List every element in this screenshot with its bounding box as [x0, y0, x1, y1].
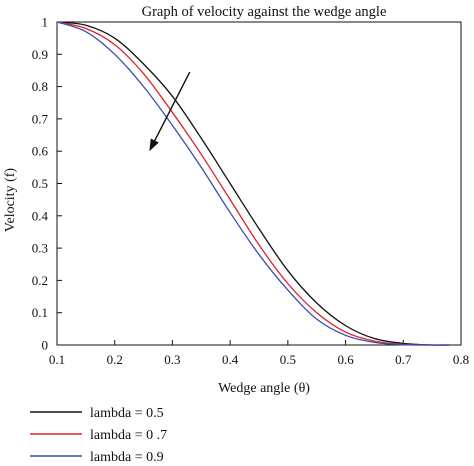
series-line-lambda-0-9 [56, 21, 450, 346]
x-tick-label: 0.4 [222, 352, 239, 367]
annotation-arrow-head [149, 138, 159, 152]
y-tick-label: 0.5 [32, 176, 48, 191]
legend-label-lambda-0-7: lambda = 0 .7 [90, 428, 167, 443]
annotation-arrow-shaft [154, 71, 191, 141]
x-tick-label: 0.5 [280, 352, 296, 367]
y-tick-label: 0.7 [32, 111, 49, 126]
series-line-lambda-0-5 [56, 21, 450, 346]
x-tick-label: 0.2 [107, 352, 123, 367]
x-tick-label: 0.6 [337, 352, 354, 367]
legend-label-lambda-0-5: lambda = 0.5 [90, 406, 164, 421]
y-tick-label: 0.4 [32, 208, 49, 223]
y-tick-label: 0.6 [32, 144, 49, 159]
x-tick-label: 0.1 [49, 352, 65, 367]
y-tick-label: 0.3 [32, 241, 48, 256]
x-tick-label: 0.3 [164, 352, 180, 367]
y-tick-label: 0.2 [32, 273, 48, 288]
plot-area: 0.1 0.2 0.3 0.4 0.5 0.6 0.7 0.800.10.20.30.40.5… [32, 15, 469, 368]
y-axis-label: Velocity (f) [3, 168, 18, 232]
y-tick-label: 0 [42, 338, 49, 353]
y-tick-label: 0.8 [32, 79, 48, 94]
y-tick-label: 0.1 [32, 305, 48, 320]
chart-title: Graph of velocity against the wedge angl… [142, 4, 387, 20]
series-line-lambda-0-7 [56, 21, 450, 346]
x-tick-label: 0.8 [453, 352, 469, 367]
legend-label-lambda-0-9: lambda = 0.9 [90, 450, 164, 465]
y-tick-label: 1 [42, 15, 49, 30]
legend: lambda = 0.5 lambda = 0 .7 lambda = 0.9 [30, 406, 167, 465]
plot-frame [56, 21, 462, 346]
x-axis-label: Wedge angle (θ) [218, 381, 310, 396]
y-tick-label: 0.9 [32, 47, 48, 62]
x-tick-label: 0.7 [395, 352, 412, 367]
